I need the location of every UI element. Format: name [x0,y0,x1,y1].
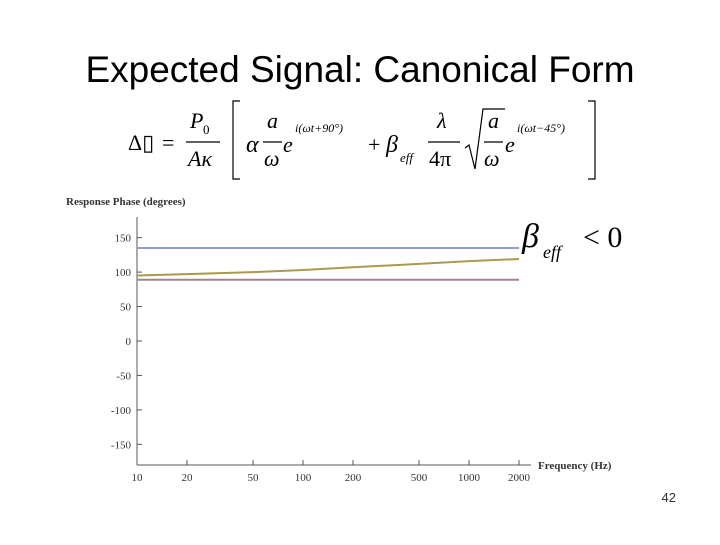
x-tick-label: 20 [181,472,193,484]
y-tick-label: -100 [111,405,132,417]
annotation-subscript: eff [543,242,564,262]
equation-token: a [488,108,499,133]
equation-token: i(ωt+90°) [295,121,343,135]
x-tick-label: 50 [248,472,260,484]
y-axis-label: Response Phase (degrees) [66,196,186,208]
x-tick-label: 100 [295,472,312,484]
x-axis-label: Frequency (Hz) [538,460,612,472]
x-tick-label: 500 [411,472,428,484]
x-tick-label: 10 [132,472,144,484]
y-tick-label: -50 [116,370,131,382]
y-tick-label: 0 [126,336,132,348]
equation-token: λ [436,108,447,133]
equation-token: 0 [203,122,210,137]
equation-token: β [385,132,398,158]
equation-token: Aκ [186,146,212,171]
equation-token: 4π [429,146,451,171]
annotation-symbol: β [521,218,539,255]
y-tick-label: 100 [115,267,132,279]
x-tick-label: 2000 [508,472,531,484]
y-tick-label: 150 [115,233,132,245]
equation-rules [186,100,596,180]
equation-token: a [267,108,278,133]
x-tick-label: 200 [345,472,362,484]
equation-token: eff [400,150,415,165]
equation-token: α [246,132,259,158]
equation-token: e [283,132,293,157]
y-tick-label: 50 [120,302,132,314]
equation-token: ω [264,146,280,171]
x-tick-label: 1000 [458,472,481,484]
annotation: β eff < 0 [521,218,622,262]
series-line [136,258,520,277]
equation-token: Δ▯ [128,130,154,155]
page-number: 42 [662,490,676,505]
equation-token: P [189,108,203,133]
equation-token: ω [484,146,500,171]
equation-token: i(ωt−45°) [517,121,565,135]
y-tick-label: -150 [111,439,132,451]
equation-token: = [162,130,174,155]
equation-token: + [368,132,380,157]
equation-token: e [505,132,515,157]
slide-title: Expected Signal: Canonical Form [85,49,634,90]
annotation-relation: < 0 [583,221,622,254]
